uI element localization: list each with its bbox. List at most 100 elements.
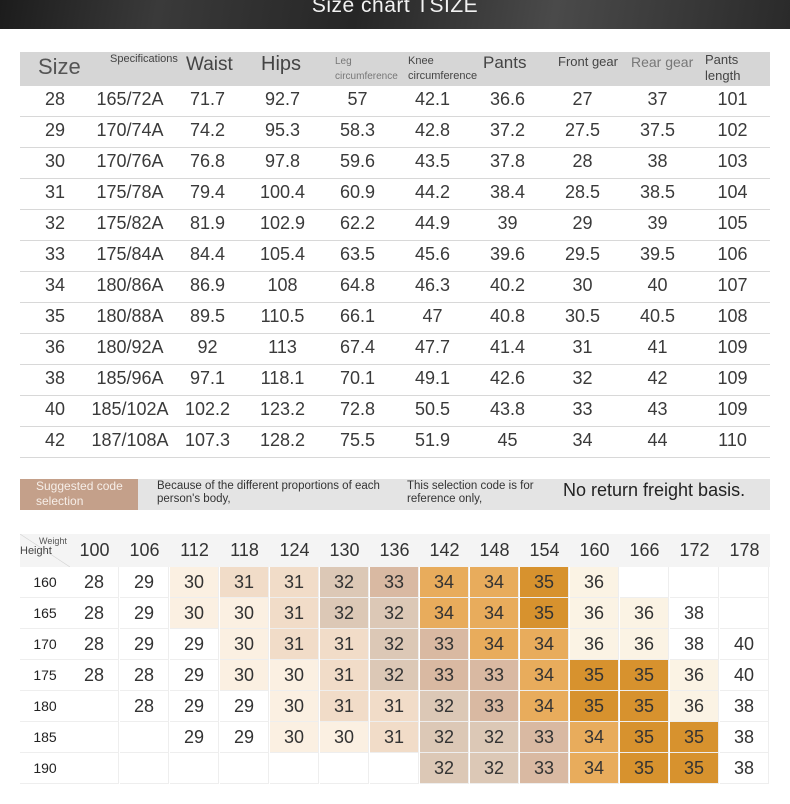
size-table-cell: 27.5 <box>564 120 601 140</box>
weight-header-cell: 154 <box>529 540 560 560</box>
grid-size-cell: 36 <box>620 629 669 660</box>
size-table-cell: 46.3 <box>414 275 451 295</box>
size-table-cell: 102 <box>717 120 748 140</box>
height-header-cell: 175 <box>20 660 70 691</box>
grid-size-cell: 34 <box>470 567 519 598</box>
size-table-cell: 36 <box>44 337 66 357</box>
grid-size-cell: 30 <box>170 567 219 598</box>
grid-size-cell: 36 <box>670 660 719 691</box>
size-table-cell: 175/82A <box>96 213 164 233</box>
grid-size-cell <box>120 722 169 753</box>
corner-divider <box>20 534 70 567</box>
size-table-cell: 42.8 <box>414 120 451 140</box>
size-table-cell: 81.9 <box>189 213 226 233</box>
size-table-row: 40 185/102A 102.2 123.2 72.8 50.5 43.8 33 43 109 <box>20 396 770 427</box>
size-table-cell: 42.6 <box>489 368 526 388</box>
grid-size-cell: 29 <box>170 629 219 660</box>
size-table-row: 30 170/76A 76.8 97.8 59.6 43.5 37.8 28 38 103 <box>20 148 770 179</box>
size-table-cell: 42 <box>647 368 668 388</box>
grid-size-cell <box>370 753 419 784</box>
grid-size-cell: 32 <box>420 753 469 784</box>
size-table-cell: 40.2 <box>489 275 526 295</box>
grid-size-cell: 35 <box>570 691 619 722</box>
size-table-cell: 95.3 <box>264 120 301 140</box>
height-header-cell: 170 <box>20 629 70 660</box>
grid-size-cell: 31 <box>270 598 319 629</box>
size-table-cell: 110.5 <box>260 306 305 326</box>
size-table-cell: 97.1 <box>189 368 226 388</box>
size-table-cell: 28 <box>44 89 66 109</box>
grid-size-cell <box>620 567 669 598</box>
grid-size-cell: 29 <box>120 629 169 660</box>
size-table-cell: 43.5 <box>414 151 451 171</box>
height-header-cell: 185 <box>20 722 70 753</box>
size-table-cell: 42 <box>44 430 66 450</box>
size-table-cell: 187/108A <box>91 430 169 450</box>
grid-size-cell <box>70 722 119 753</box>
grid-size-cell: 28 <box>120 691 169 722</box>
grid-size-cell: 29 <box>220 691 269 722</box>
grid-size-cell <box>270 753 319 784</box>
grid-size-cell <box>120 753 169 784</box>
grid-size-cell: 34 <box>570 722 619 753</box>
grid-size-cell: 35 <box>620 691 669 722</box>
grid-row: 160 28 29 30 31 31 32 33 34 34 35 36 <box>20 567 770 598</box>
height-header-cell: 180 <box>20 691 70 722</box>
grid-size-cell: 35 <box>620 722 669 753</box>
size-table-row: 31 175/78A 79.4 100.4 60.9 44.2 38.4 28.5 38.5 10… <box>20 179 770 210</box>
size-table-cell: 31 <box>44 182 66 202</box>
size-table-cell: 118.1 <box>260 368 305 388</box>
weight-header-cell: 148 <box>479 540 510 560</box>
size-table-cell: 32 <box>44 213 66 233</box>
grid-size-cell <box>220 753 269 784</box>
grid-size-cell: 29 <box>170 691 219 722</box>
grid-size-cell: 34 <box>520 629 569 660</box>
size-table-row: 34 180/86A 86.9 108 64.8 46.3 40.2 30 40 107 <box>20 272 770 303</box>
height-header-cell: 165 <box>20 598 70 629</box>
grid-size-cell: 29 <box>120 598 169 629</box>
grid-size-cell <box>70 691 119 722</box>
size-table-cell: 86.9 <box>189 275 226 295</box>
size-table-cell: 39.5 <box>639 244 676 264</box>
size-table-cell: 49.1 <box>414 368 451 388</box>
header-waist: Waist <box>186 54 233 75</box>
title-banner: Size chart TSIZE <box>0 0 790 29</box>
grid-size-cell: 28 <box>70 598 119 629</box>
grid-size-cell: 29 <box>170 660 219 691</box>
grid-size-cell: 36 <box>670 691 719 722</box>
grid-size-cell: 32 <box>420 691 469 722</box>
size-table-cell: 45 <box>497 430 518 450</box>
size-table-cell: 89.5 <box>189 306 226 326</box>
header-leg-circumference: Leg circumference <box>335 56 398 82</box>
size-table-cell: 110 <box>718 430 747 450</box>
size-table-cell: 59.6 <box>339 151 376 171</box>
size-table-cell: 74.2 <box>189 120 226 140</box>
size-table-cell: 31 <box>572 337 593 357</box>
weight-header-cell: 124 <box>279 540 310 560</box>
header-pants: Pants <box>483 53 527 72</box>
notice-text-reference: This selection code is for reference onl… <box>407 480 534 505</box>
size-table-cell: 64.8 <box>339 275 376 295</box>
size-table-cell: 180/88A <box>96 306 164 326</box>
grid-size-cell: 35 <box>620 753 669 784</box>
size-table-cell: 102.9 <box>259 213 306 233</box>
size-table-cell: 108 <box>717 306 748 326</box>
size-table-cell: 39 <box>497 213 518 233</box>
grid-size-cell: 40 <box>720 660 769 691</box>
grid-size-cell: 32 <box>320 567 369 598</box>
size-table-cell: 92 <box>197 337 218 357</box>
size-table-cell: 63.5 <box>339 244 376 264</box>
grid-size-cell: 29 <box>170 722 219 753</box>
grid-size-cell: 33 <box>420 629 469 660</box>
size-table-row: 32 175/82A 81.9 102.9 62.2 44.9 39 29 39 105 <box>20 210 770 241</box>
grid-size-cell: 28 <box>70 629 119 660</box>
size-table-cell: 57 <box>347 89 368 109</box>
grid-size-cell: 31 <box>270 567 319 598</box>
size-table-cell: 51.9 <box>414 430 451 450</box>
size-table-row: 38 185/96A 97.1 118.1 70.1 49.1 42.6 32 42 109 <box>20 365 770 396</box>
size-table-cell: 34 <box>572 430 593 450</box>
size-table-cell: 37 <box>647 89 668 109</box>
grid-size-cell: 36 <box>570 629 619 660</box>
grid-size-cell: 30 <box>220 598 269 629</box>
size-table-cell: 175/84A <box>96 244 164 264</box>
